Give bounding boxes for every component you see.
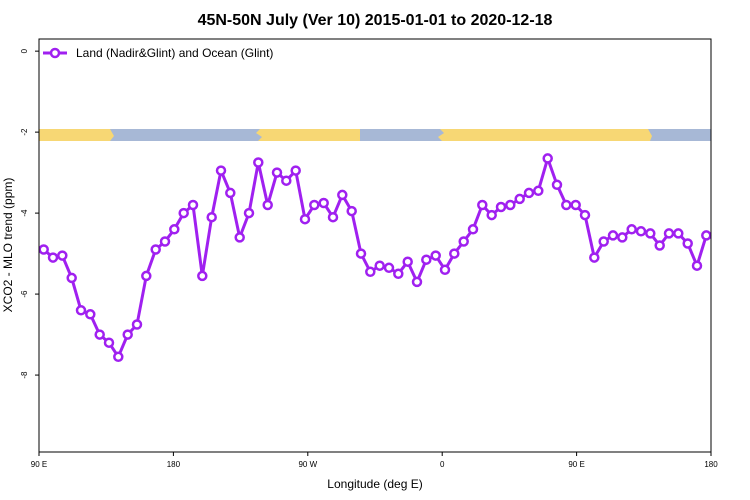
data-point: [103, 337, 115, 348]
x-tick-label: 0: [440, 460, 445, 469]
data-point: [439, 264, 451, 276]
x-tick-label: 180: [167, 460, 181, 469]
data-point: [551, 179, 563, 191]
y-tick-label: -4: [20, 209, 29, 217]
data-point: [271, 167, 283, 178]
data-point: [355, 248, 367, 259]
data-point: [477, 199, 488, 211]
data-point: [215, 165, 227, 176]
data-point: [66, 272, 77, 284]
data-point: [141, 270, 152, 282]
y-tick-label: -6: [20, 290, 29, 298]
legend: Land (Nadir&Glint) and Ocean (Glint): [43, 46, 273, 60]
data-point: [383, 262, 395, 274]
data-point: [701, 230, 712, 241]
data-point: [402, 256, 413, 267]
data-point: [346, 205, 357, 217]
data-point: [421, 254, 432, 265]
data-point: [206, 211, 217, 223]
data-point: [290, 165, 301, 176]
data-point: [495, 201, 507, 213]
data-point: [635, 226, 647, 237]
data-point: [197, 270, 208, 282]
chart-title: 45N-50N July (Ver 10) 2015-01-01 to 2020…: [198, 12, 553, 29]
y-tick-label: 0: [20, 48, 29, 53]
data-point: [411, 276, 423, 288]
data-point: [38, 244, 49, 255]
x-tick-label: 90 E: [568, 460, 584, 469]
data-point: [318, 197, 329, 209]
data-point: [589, 252, 600, 263]
data-point: [645, 228, 656, 239]
data-point: [47, 252, 59, 263]
data-point: [225, 187, 236, 199]
data-point: [570, 199, 581, 211]
data-point: [523, 187, 535, 199]
data-point: [561, 199, 572, 211]
data-point: [691, 260, 703, 271]
data-point: [299, 213, 311, 225]
y-tick-label: -2: [20, 128, 29, 136]
data-point: [617, 232, 628, 243]
data-point: [75, 305, 87, 316]
plot-area: [38, 153, 712, 363]
legend-label: Land (Nadir&Glint) and Ocean (Glint): [76, 46, 273, 60]
data-point: [337, 189, 348, 201]
data-point: [309, 199, 320, 211]
data-point: [374, 260, 385, 271]
data-point: [178, 207, 189, 219]
data-point: [393, 268, 404, 280]
data-point: [122, 329, 133, 340]
data-point: [458, 236, 469, 247]
data-point: [169, 224, 180, 235]
legend-marker: [49, 47, 61, 59]
y-axis: 0 -2 -4 -6 -8: [20, 48, 39, 379]
data-point: [663, 228, 675, 239]
x-axis-label: Longitude (deg E): [327, 477, 422, 491]
data-point: [654, 240, 665, 251]
data-point: [579, 209, 591, 221]
data-point: [234, 232, 245, 243]
data-point: [430, 250, 441, 261]
x-axis: 90 E 180 90 W 0 90 E 180: [31, 452, 718, 469]
data-point: [243, 207, 255, 219]
data-point: [187, 199, 199, 211]
data-point: [159, 236, 171, 247]
data-point: [150, 244, 161, 255]
x-tick-label: 180: [704, 460, 718, 469]
data-point: [281, 175, 292, 186]
plot-frame: [38, 38, 712, 453]
data-point: [598, 236, 609, 247]
data-point: [113, 351, 124, 363]
y-axis-label: XCO2 - MLO trend (ppm): [1, 178, 15, 313]
y-tick-label: -8: [20, 371, 29, 379]
data-point: [533, 185, 544, 197]
data-point: [85, 309, 96, 320]
data-point: [262, 199, 273, 211]
data-point: [607, 230, 619, 241]
land-sea-strip: [39, 129, 711, 141]
data-point: [131, 319, 143, 330]
data-point: [486, 209, 497, 221]
data-point: [57, 250, 68, 261]
data-point: [253, 157, 264, 168]
data-point: [673, 228, 684, 239]
data-point: [449, 248, 460, 259]
series-line: [42, 156, 708, 359]
data-point: [467, 224, 479, 235]
data-point: [682, 238, 693, 249]
data-point: [505, 199, 516, 211]
x-tick-label: 90 E: [31, 460, 47, 469]
x-tick-label: 90 W: [298, 460, 317, 469]
data-point: [365, 266, 376, 278]
data-point: [327, 211, 339, 223]
data-point: [542, 153, 553, 164]
data-point: [94, 329, 105, 340]
data-point: [626, 224, 637, 235]
data-point: [514, 193, 525, 205]
